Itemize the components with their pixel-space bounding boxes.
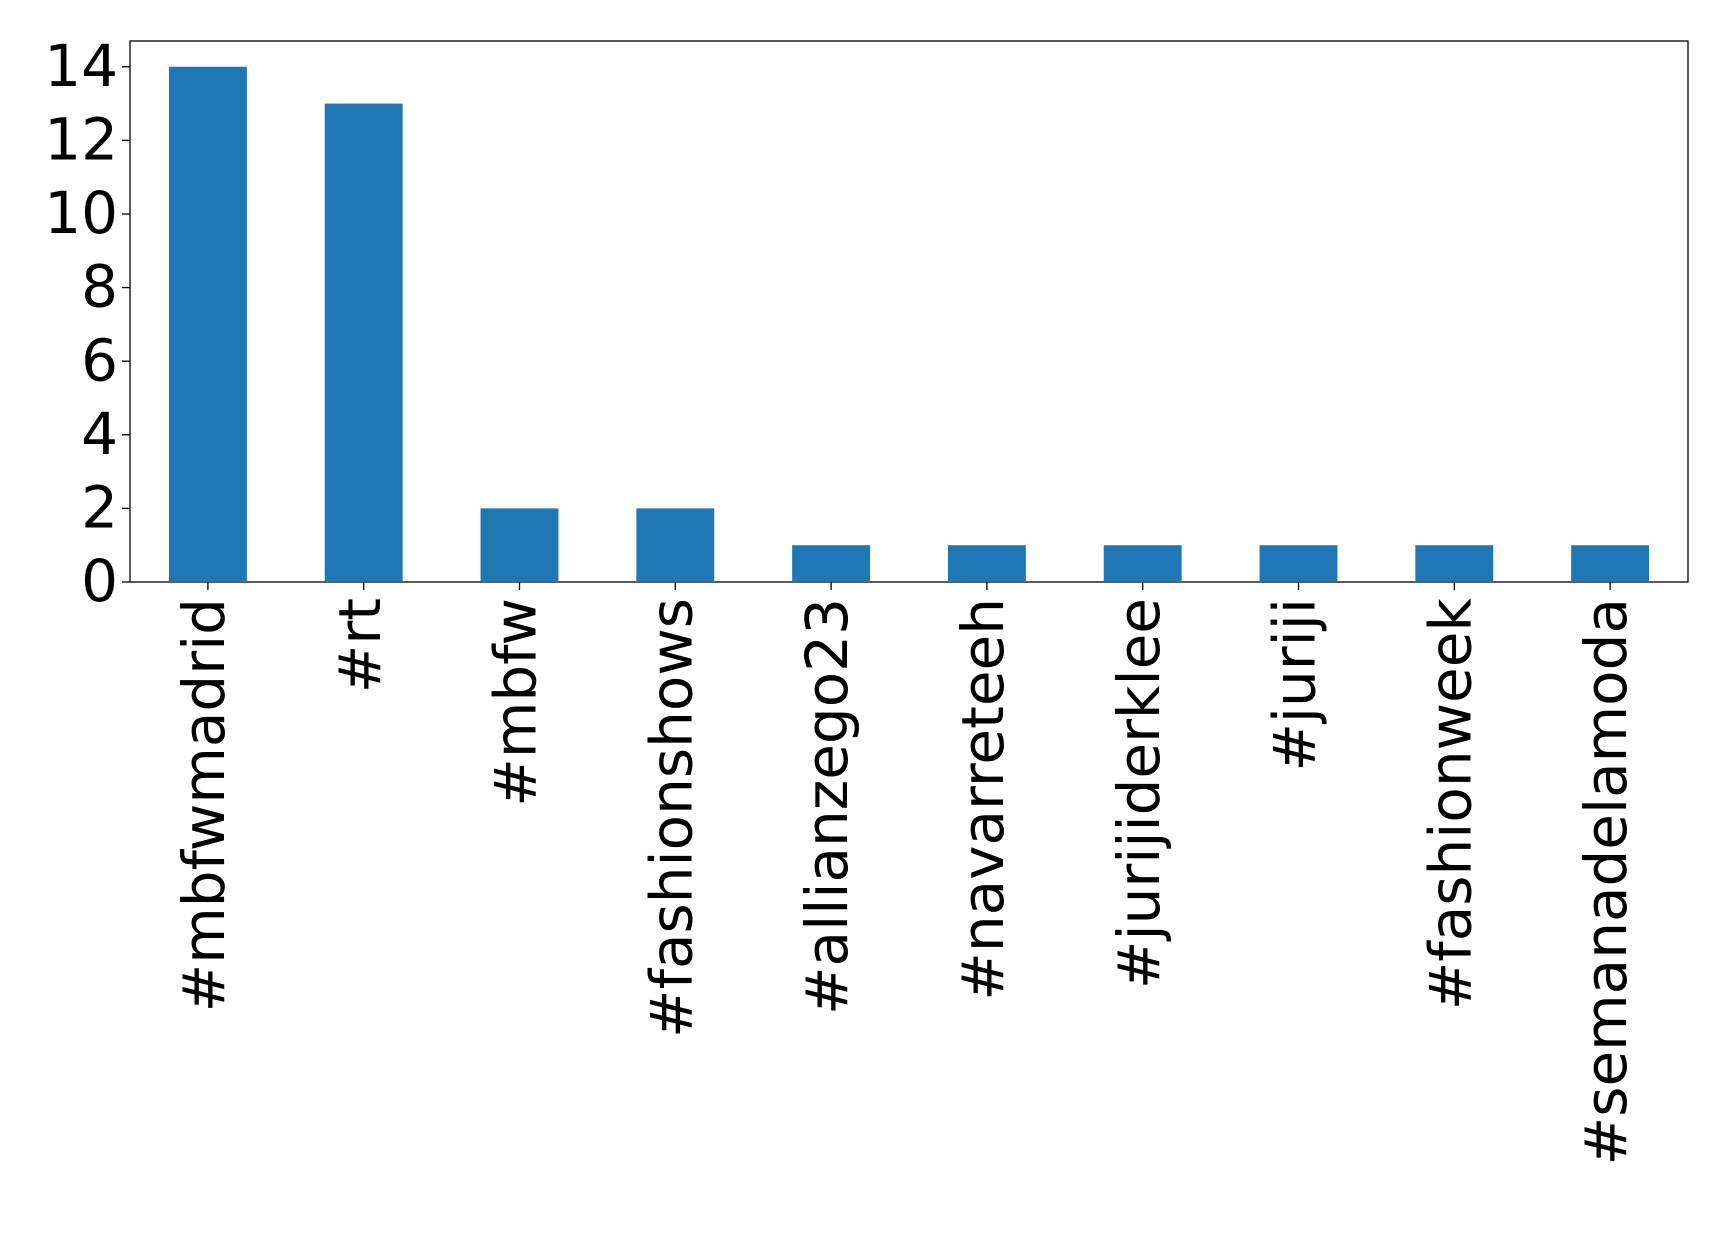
x-tick-label: #navarreteeh — [949, 598, 1017, 1001]
y-tick-label: 10 — [44, 179, 118, 247]
y-tick-label: 2 — [81, 474, 118, 542]
bar — [168, 66, 247, 582]
x-tick-label: #rt — [326, 598, 394, 693]
x-tick-label: #jurijiderklee — [1105, 598, 1173, 989]
x-tick-label: #mbfw — [482, 598, 550, 807]
bar — [1571, 545, 1650, 582]
x-tick-label: #fashionshows — [637, 598, 705, 1038]
y-tick-label: 4 — [81, 400, 118, 468]
y-tick-label: 0 — [81, 547, 118, 615]
y-tick-label: 12 — [44, 105, 118, 173]
bar — [1415, 545, 1494, 582]
bar — [792, 545, 871, 582]
bar — [636, 508, 715, 582]
bar — [1103, 545, 1182, 582]
plot-frame — [129, 40, 1689, 583]
x-tick-label: #allianzego23 — [793, 598, 861, 1015]
y-tick-label: 8 — [81, 253, 118, 321]
bar — [480, 508, 559, 582]
bar — [324, 103, 403, 582]
x-tick-label: #fashionweek — [1416, 598, 1484, 1011]
x-tick-label: #mbfwmadrid — [170, 598, 238, 1012]
bar — [947, 545, 1026, 582]
bar — [1259, 545, 1338, 582]
y-tick-label: 14 — [44, 32, 118, 100]
y-tick-label: 6 — [81, 326, 118, 394]
x-tick-label: #juriji — [1261, 598, 1329, 772]
x-tick-label: #semanadelamoda — [1572, 598, 1640, 1165]
